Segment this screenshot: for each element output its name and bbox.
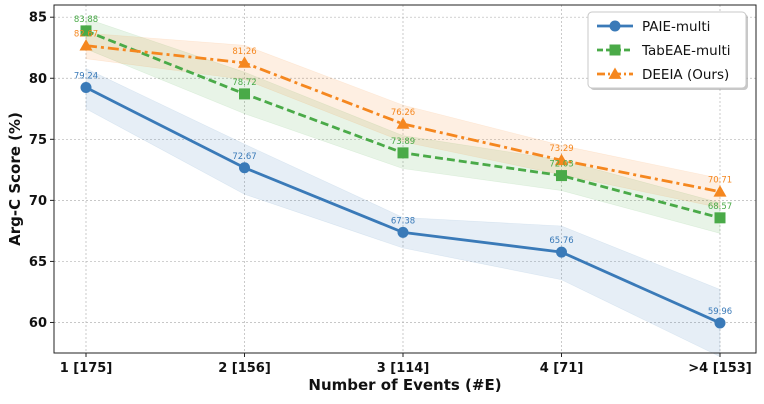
legend-label: PAIE-multi: [642, 19, 710, 35]
y-tick-label: 70: [29, 194, 47, 209]
legend: PAIE-multi TabEAE-multi DEEIA (Ours): [587, 11, 748, 90]
data-label: 65.76: [549, 236, 573, 246]
data-point: [714, 317, 726, 329]
data-label: 79.24: [74, 72, 98, 82]
data-point: [396, 117, 410, 129]
legend-label: TabEAE-multi: [641, 43, 731, 59]
data-point: [79, 39, 93, 51]
x-axis-title: Number of Events (#E): [308, 376, 501, 394]
data-label: 82.67: [74, 30, 98, 40]
legend-marker: [609, 20, 621, 32]
data-point: [556, 246, 567, 258]
label-layer: 79.24 72.67 67.38 65.76 59.96 83.88 78.72 73.89…: [74, 15, 732, 317]
legend-marker: [608, 67, 622, 79]
series-layer: [79, 25, 727, 329]
data-point: [397, 226, 409, 238]
data-label: 59.96: [708, 307, 732, 317]
data-point: [80, 25, 92, 37]
series-line: [85, 44, 721, 194]
data-label: 72.67: [232, 152, 256, 162]
data-label: 83.88: [74, 15, 98, 25]
data-label: 70.71: [708, 176, 732, 186]
y-tick-label: 80: [29, 72, 47, 87]
legend-label: DEEIA (Ours): [642, 67, 729, 83]
data-point: [556, 170, 567, 182]
data-point: [714, 212, 726, 224]
axis-layer: 60 65 70 75 80 85 1 [175] 2 [156] 3 [114] 4 [71] >…: [29, 11, 752, 376]
data-point: [80, 82, 92, 94]
x-tick-label: 4 [71]: [540, 361, 584, 376]
y-axis-title: Arg-C Score (%): [6, 112, 24, 246]
data-label: 76.26: [391, 108, 415, 118]
x-tick-label: 2 [156]: [218, 361, 271, 376]
data-label: 78.72: [232, 78, 256, 88]
plot-frame: [53, 4, 757, 354]
y-tick-label: 65: [29, 255, 47, 270]
legend-box: [587, 11, 747, 89]
y-tick-label: 85: [29, 11, 47, 26]
x-tick-label: >4 [153]: [688, 361, 751, 376]
data-point: [238, 56, 251, 68]
data-label: 73.29: [549, 144, 573, 154]
data-label: 81.26: [232, 47, 256, 57]
data-point: [713, 185, 727, 197]
data-point: [555, 153, 568, 166]
y-tick-label: 75: [29, 133, 47, 148]
data-point: [239, 162, 250, 174]
y-tick-label: 60: [29, 316, 47, 331]
x-tick-label: 3 [114]: [377, 361, 430, 376]
data-label: 67.38: [391, 216, 415, 226]
data-point: [239, 88, 250, 100]
x-tick-label: 1 [175]: [60, 361, 113, 376]
data-point: [397, 147, 409, 159]
data-label: 68.57: [708, 202, 732, 212]
legend-marker: [609, 44, 621, 56]
data-label: 73.89: [391, 137, 415, 147]
data-label: 72.03: [549, 160, 573, 170]
